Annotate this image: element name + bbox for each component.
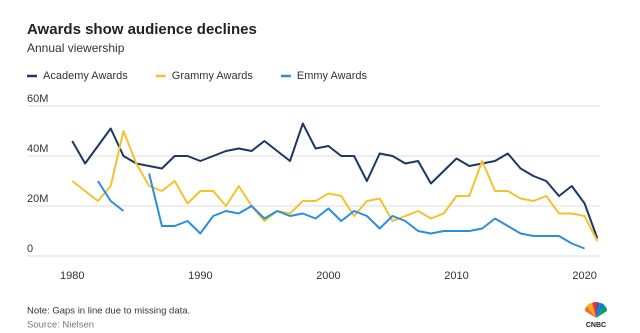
note: Note: Gaps in line due to missing data. bbox=[27, 306, 190, 317]
y-tick-label: 0 bbox=[27, 243, 33, 255]
legend-label: Emmy Awards bbox=[297, 70, 368, 82]
series-line bbox=[71, 130, 599, 242]
series-line bbox=[97, 173, 585, 250]
series-line bbox=[71, 122, 599, 239]
source: Source: Nielsen bbox=[27, 320, 94, 331]
logo: CNBC bbox=[584, 301, 608, 329]
x-tick-label: 1990 bbox=[188, 270, 212, 282]
chart-title: Awards show audience declines bbox=[27, 21, 257, 38]
x-tick-label: 2000 bbox=[316, 270, 340, 282]
legend-label: Grammy Awards bbox=[172, 70, 254, 82]
x-tick-label: 1980 bbox=[60, 270, 84, 282]
logo-text: CNBC bbox=[586, 322, 606, 329]
y-tick-label: 60M bbox=[27, 93, 48, 105]
y-tick-label: 40M bbox=[27, 143, 48, 155]
y-tick-label: 20M bbox=[27, 193, 48, 205]
x-tick-label: 2020 bbox=[572, 270, 596, 282]
legend-label: Academy Awards bbox=[43, 70, 128, 82]
x-tick-label: 2010 bbox=[444, 270, 468, 282]
chart-subtitle: Annual viewership bbox=[27, 41, 125, 55]
legend: Academy Awards Grammy Awards Emmy Awards bbox=[27, 70, 367, 82]
